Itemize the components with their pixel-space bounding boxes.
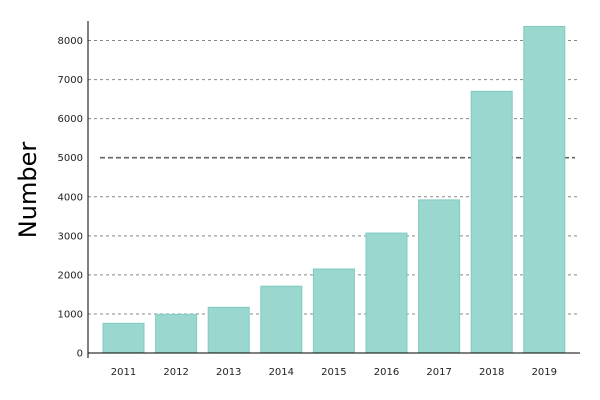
y-tick-label: 3000 bbox=[58, 231, 83, 242]
y-tick-label: 1000 bbox=[58, 309, 83, 320]
y-tick-label: 5000 bbox=[58, 153, 83, 164]
bar-2012 bbox=[155, 313, 198, 354]
x-tick-label: 2016 bbox=[374, 367, 399, 378]
x-tick-labels: 2011 2012 2013 2014 2015 2016 2017 2018 2019 bbox=[111, 367, 557, 378]
y-axis-title: Number bbox=[14, 142, 42, 239]
y-tick-label: 6000 bbox=[58, 114, 83, 125]
x-tick-label: 2012 bbox=[163, 367, 188, 378]
bar-2018 bbox=[470, 90, 513, 354]
y-tick-label: 7000 bbox=[58, 75, 83, 86]
x-tick-label: 2019 bbox=[532, 367, 557, 378]
bars bbox=[102, 25, 566, 354]
x-tick-label: 2015 bbox=[321, 367, 346, 378]
bar-2011 bbox=[102, 322, 145, 354]
bar-2019 bbox=[523, 25, 566, 354]
x-tick-label: 2014 bbox=[269, 367, 294, 378]
x-tick-label: 2011 bbox=[111, 367, 136, 378]
y-tick-labels: 0 1000 2000 3000 4000 5000 6000 7000 8000 bbox=[58, 36, 83, 359]
y-tick-label: 2000 bbox=[58, 270, 83, 281]
y-tick-label: 0 bbox=[77, 349, 83, 360]
bar-2017 bbox=[418, 199, 461, 354]
x-tick-label: 2013 bbox=[216, 367, 241, 378]
y-tick-label: 4000 bbox=[58, 192, 83, 203]
bar-2015 bbox=[312, 268, 355, 354]
bar-2016 bbox=[365, 232, 408, 354]
x-tick-label: 2017 bbox=[426, 367, 451, 378]
bar-2013 bbox=[207, 306, 250, 354]
x-tick-label: 2018 bbox=[479, 367, 504, 378]
bar-2014 bbox=[260, 285, 303, 354]
y-tick-label: 8000 bbox=[58, 36, 83, 47]
